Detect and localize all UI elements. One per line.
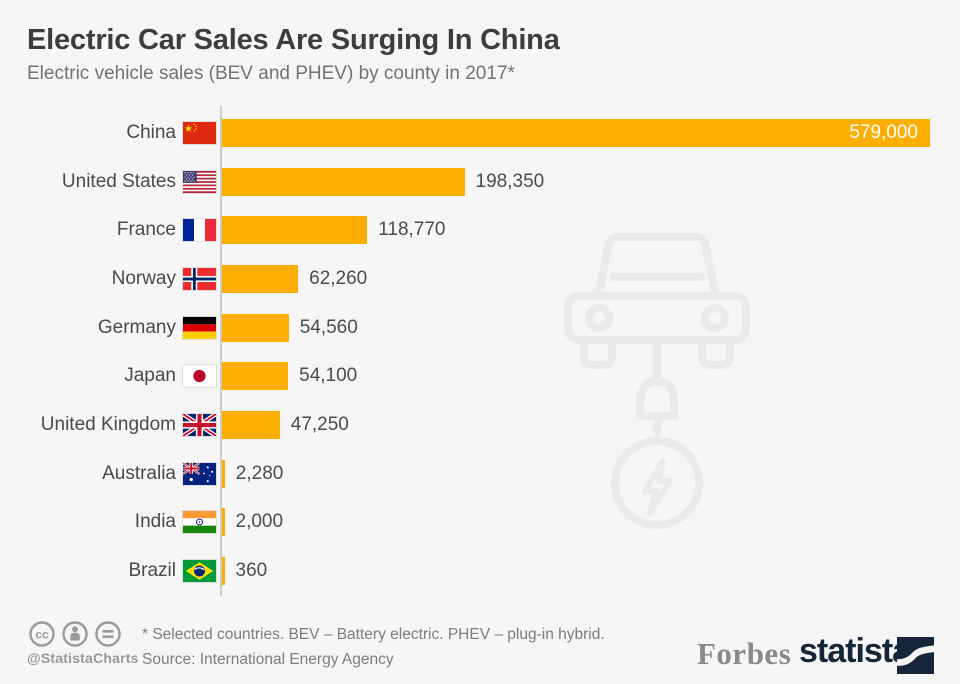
country-label: China: [126, 122, 176, 143]
bar-norway: [222, 265, 299, 293]
chart-row-china: China 579,000: [0, 119, 960, 147]
france-flag-icon: [183, 219, 216, 241]
footnote: * Selected countries. BEV – Battery elec…: [142, 626, 605, 643]
value-label-australia: 2,280: [235, 463, 284, 484]
china-flag-icon: [183, 122, 216, 144]
chart-row-france: France 118,770: [0, 216, 960, 244]
bar-india: [222, 508, 225, 536]
chart-row-india: India 2,000: [0, 508, 960, 536]
forbes-logo: Forbes: [697, 636, 792, 671]
country-label: United Kingdom: [40, 414, 176, 435]
country-label: India: [134, 511, 176, 532]
value-label-germany: 54,560: [299, 317, 358, 338]
brazil-flag-icon: [183, 560, 216, 582]
bar-brazil: [222, 557, 225, 585]
chart-row-united-kingdom: United Kingdom 47,250: [0, 411, 960, 439]
bar-australia: [222, 460, 225, 488]
chart-row-australia: Australia 2,280: [0, 460, 960, 488]
bar-germany: [222, 314, 289, 342]
page-title: Electric Car Sales Are Surging In China: [27, 24, 560, 56]
value-label-china: 579,000: [849, 122, 918, 143]
source-note: Source: International Energy Agency: [142, 651, 394, 668]
statista-wordmark: statista: [799, 632, 911, 670]
country-label: Germany: [97, 317, 176, 338]
chart-row-norway: Norway 62,260: [0, 265, 960, 293]
chart-row-japan: Japan 54,100: [0, 362, 960, 390]
value-label-japan: 54,100: [299, 365, 358, 386]
statista-logo-icon: [897, 637, 934, 674]
value-label-india: 2,000: [235, 511, 284, 532]
page-subtitle: Electric vehicle sales (BEV and PHEV) by…: [27, 63, 515, 84]
country-label: Australia: [102, 463, 176, 484]
statista-charts-handle: @StatistaCharts: [27, 650, 139, 666]
bar-france: [222, 216, 368, 244]
bar-japan: [222, 362, 289, 390]
value-label-norway: 62,260: [309, 268, 368, 289]
australia-flag-icon: [183, 463, 216, 485]
value-label-united-states: 198,350: [475, 171, 545, 192]
india-flag-icon: [183, 511, 216, 533]
chart-row-brazil: Brazil 360: [0, 557, 960, 585]
bar-united-kingdom: [222, 411, 280, 439]
japan-flag-icon: [183, 365, 216, 387]
country-label: Brazil: [128, 560, 176, 581]
country-label: United States: [61, 171, 176, 192]
united-kingdom-flag-icon: [183, 414, 216, 436]
chart-row-united-states: United States 198,350: [0, 168, 960, 196]
value-label-france: 118,770: [378, 219, 446, 240]
country-label: Norway: [111, 268, 176, 289]
country-label: Japan: [124, 365, 176, 386]
united-states-flag-icon: [183, 171, 216, 193]
germany-flag-icon: [183, 317, 216, 339]
bar-china: [222, 119, 930, 147]
chart-baseline: [220, 106, 222, 596]
creative-commons-license-icons: cc: [29, 621, 121, 647]
value-label-brazil: 360: [235, 560, 268, 581]
svg-text:cc: cc: [35, 628, 49, 642]
value-label-united-kingdom: 47,250: [290, 414, 349, 435]
chart-row-germany: Germany 54,560: [0, 314, 960, 342]
norway-flag-icon: [183, 268, 216, 290]
country-label: France: [116, 219, 176, 240]
bar-united-states: [222, 168, 465, 196]
